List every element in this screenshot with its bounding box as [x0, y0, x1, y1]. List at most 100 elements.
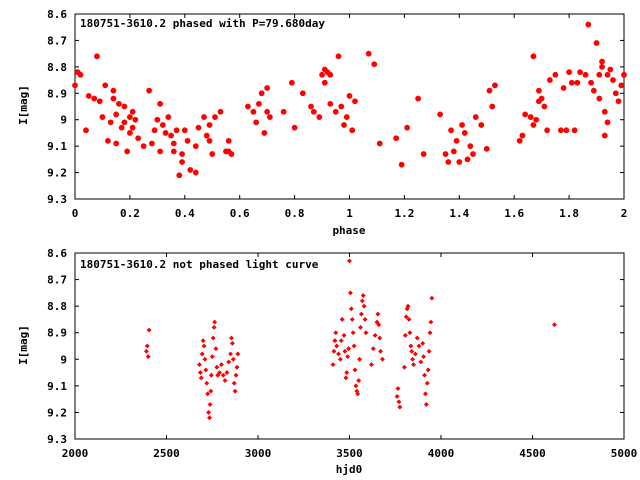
- data-point: [378, 348, 384, 354]
- data-point: [341, 122, 347, 128]
- data-point: [198, 375, 204, 381]
- data-point: [585, 21, 592, 28]
- data-point: [253, 119, 260, 126]
- data-point: [83, 127, 89, 134]
- data-point: [110, 95, 117, 102]
- data-point: [546, 77, 553, 83]
- x-tick-label: 1.2: [394, 207, 414, 220]
- data-point: [401, 364, 407, 370]
- data-point: [427, 330, 433, 336]
- data-point: [132, 116, 139, 123]
- data-point: [337, 356, 343, 362]
- data-point: [621, 71, 627, 78]
- y-tick-label: 9.2: [47, 167, 67, 180]
- data-point: [343, 375, 349, 381]
- data-point: [445, 159, 452, 165]
- data-point: [308, 103, 314, 110]
- data-point: [199, 351, 205, 357]
- data-point: [145, 354, 151, 360]
- x-tick-label: 0.4: [175, 207, 195, 220]
- data-point: [423, 401, 429, 408]
- data-point: [211, 324, 217, 330]
- data-point: [250, 108, 257, 115]
- data-point: [530, 122, 537, 128]
- data-point: [192, 143, 199, 150]
- x-tick-label: 0.6: [230, 207, 250, 220]
- y-tick-label: 9: [60, 114, 67, 127]
- data-point: [256, 100, 262, 107]
- data-point: [113, 111, 120, 118]
- data-point: [588, 79, 594, 86]
- data-point: [332, 338, 338, 344]
- data-point: [356, 377, 362, 384]
- data-point: [489, 103, 496, 110]
- data-point: [218, 362, 224, 368]
- data-point: [352, 367, 358, 373]
- x-tick-label: 1: [346, 207, 353, 220]
- data-point: [129, 108, 136, 115]
- data-point: [217, 108, 224, 115]
- data-point: [179, 159, 185, 165]
- data-point: [129, 124, 136, 131]
- data-point: [424, 380, 430, 386]
- data-point: [347, 290, 353, 296]
- data-point: [208, 372, 214, 378]
- data-point: [202, 356, 208, 362]
- data-point: [162, 130, 169, 136]
- data-point: [206, 137, 213, 144]
- data-point: [165, 114, 172, 120]
- data-point: [124, 148, 131, 155]
- data-point: [264, 85, 271, 91]
- data-point: [536, 87, 542, 94]
- data-point: [96, 98, 103, 105]
- data-point: [208, 388, 214, 394]
- data-point: [230, 356, 236, 362]
- data-point: [552, 71, 559, 78]
- y-tick-label: 8.7: [47, 34, 67, 47]
- data-point: [91, 95, 98, 102]
- data-point: [372, 332, 378, 338]
- data-point: [574, 79, 581, 86]
- data-point: [197, 370, 203, 376]
- data-point: [187, 167, 194, 173]
- data-point: [170, 140, 177, 147]
- data-point: [126, 114, 133, 120]
- data-point: [349, 316, 355, 322]
- data-point: [121, 103, 128, 110]
- data-point: [121, 119, 128, 126]
- data-point: [200, 338, 206, 344]
- data-point: [334, 343, 340, 349]
- data-point: [213, 346, 219, 352]
- data-point: [217, 370, 223, 376]
- data-point: [299, 90, 306, 97]
- data-point: [335, 53, 342, 60]
- data-point: [422, 391, 428, 397]
- data-point: [330, 362, 336, 368]
- x-tick-label: 0.2: [120, 207, 140, 220]
- data-point: [245, 103, 251, 110]
- x-tick-label: 3000: [245, 447, 272, 460]
- data-point: [348, 306, 354, 312]
- data-point: [582, 71, 589, 78]
- data-point: [85, 93, 92, 99]
- data-point: [110, 87, 117, 94]
- data-point: [345, 354, 351, 360]
- data-point: [352, 98, 358, 105]
- data-point: [168, 132, 174, 139]
- data-point: [395, 385, 401, 392]
- x-tick-label: 4500: [519, 447, 546, 460]
- data-point: [146, 87, 153, 94]
- x-tick-label: 1.4: [449, 207, 469, 220]
- data-point: [486, 87, 493, 94]
- data-point: [596, 71, 603, 78]
- data-point: [344, 370, 350, 376]
- data-point: [568, 79, 575, 86]
- data-point: [599, 58, 605, 65]
- data-point: [222, 377, 228, 384]
- data-point: [232, 388, 238, 394]
- x-tick-label: 5000: [611, 447, 638, 460]
- data-point: [357, 356, 363, 362]
- data-point: [612, 90, 619, 97]
- data-point: [206, 415, 213, 421]
- data-point: [196, 362, 202, 368]
